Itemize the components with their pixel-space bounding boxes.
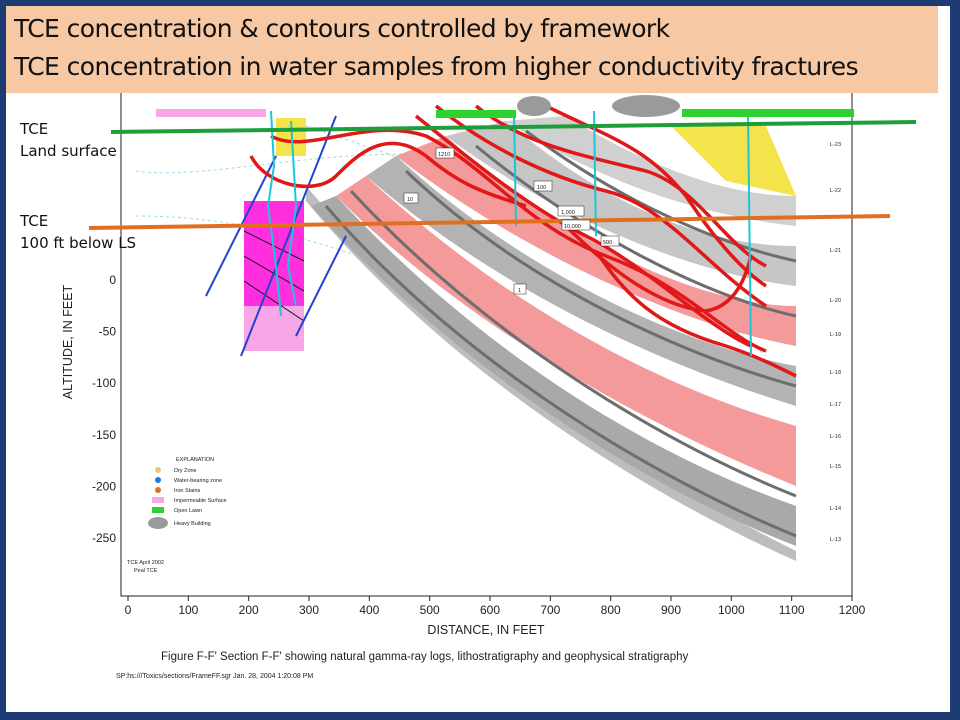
x-tick-label: 200 xyxy=(239,603,259,617)
y-tick-label: -250 xyxy=(92,531,116,545)
x-tick-label: 0 xyxy=(125,603,132,617)
x-tick-label: 100 xyxy=(178,603,198,617)
slide: 10 100 1,000 10,000 1210 500 xyxy=(6,6,950,712)
y-tick-label: -100 xyxy=(92,376,116,390)
figure-caption: Figure F-F' Section F-F' showing natural… xyxy=(161,651,688,663)
layer-label: L-19 xyxy=(830,332,841,338)
cross-section-figure: 10 100 1,000 10,000 1210 500 xyxy=(61,87,917,680)
x-axis-ticks: 0 100 200 300 400 500 600 700 800 900 1000 1100 1200 xyxy=(125,596,866,617)
contour-labels: 10 100 1,000 10,000 1210 500 xyxy=(403,147,620,295)
svg-text:500: 500 xyxy=(603,240,612,246)
svg-text:Heavy Building: Heavy Building xyxy=(174,521,211,527)
title-band: TCE concentration & contours controlled … xyxy=(6,6,938,93)
svg-text:EXPLANATION: EXPLANATION xyxy=(176,457,214,463)
svg-text:TCE April 2002: TCE April 2002 xyxy=(127,560,164,566)
x-tick-label: 900 xyxy=(661,603,681,617)
layer-label: L-23 xyxy=(830,142,841,148)
file-path-line: SP:hs:///Toxics/sections/FrameFF.sgr Jan… xyxy=(116,673,313,680)
x-tick-label: 500 xyxy=(420,603,440,617)
layer-label: L-13 xyxy=(830,537,841,543)
layer-label: L-18 xyxy=(830,370,841,376)
x-tick-label: 1000 xyxy=(718,603,745,617)
x-tick-label: 400 xyxy=(359,603,379,617)
land-surface-line xyxy=(110,120,917,134)
layer-labels: L-23 L-22 L-21 L-20 L-19 L-18 L-17 L-16 L-15 L-14… xyxy=(830,142,841,543)
svg-text:Open Lawn: Open Lawn xyxy=(174,508,202,514)
x-tick-label: 700 xyxy=(540,603,560,617)
x-axis-title: DISTANCE, IN FEET xyxy=(427,623,545,637)
svg-text:100: 100 xyxy=(537,185,546,191)
below-ls-label-line-1: TCE xyxy=(20,212,49,230)
y-tick-label: -200 xyxy=(92,479,116,493)
layer-label: L-14 xyxy=(830,506,841,512)
svg-text:1210: 1210 xyxy=(438,152,450,158)
x-tick-label: 1100 xyxy=(779,603,805,617)
layer-label: L-16 xyxy=(830,434,841,440)
svg-text:Peal TCE: Peal TCE xyxy=(134,568,158,574)
svg-text:Impermeable Surface: Impermeable Surface xyxy=(174,498,227,504)
svg-text:Dry Zone: Dry Zone xyxy=(174,468,197,474)
layer-label: L-22 xyxy=(830,188,841,194)
svg-text:Water-bearing zone: Water-bearing zone xyxy=(174,478,222,484)
layer-label: L-15 xyxy=(830,464,841,470)
svg-text:Iron Stains: Iron Stains xyxy=(174,488,201,494)
x-tick-label: 800 xyxy=(601,603,621,617)
y-axis-title: ALTITUDE, IN FEET xyxy=(61,284,75,399)
svg-text:1,000: 1,000 xyxy=(561,210,575,216)
tce-contours xyxy=(249,104,797,378)
below-ls-line xyxy=(88,214,891,230)
x-tick-label: 300 xyxy=(299,603,319,617)
layer-label: L-20 xyxy=(830,298,841,304)
svg-text:10: 10 xyxy=(407,197,413,203)
y-tick-label: -150 xyxy=(92,428,116,442)
land-surface-label: TCE Land surface xyxy=(20,118,117,162)
layer-label: L-21 xyxy=(830,248,841,254)
below-ls-label-line-2: 100 ft below LS xyxy=(20,234,137,252)
surface-features xyxy=(156,95,854,118)
land-surface-label-line-1: TCE xyxy=(20,120,49,138)
land-surface-label-line-2: Land surface xyxy=(20,142,117,160)
explanation-legend: EXPLANATION Dry Zone Water-bearing zone … xyxy=(127,457,227,574)
svg-text:10,000: 10,000 xyxy=(564,224,581,230)
below-ls-label: TCE 100 ft below LS xyxy=(20,210,136,254)
slide-title-line-1: TCE concentration & contours controlled … xyxy=(14,14,670,43)
svg-text:1: 1 xyxy=(518,288,521,294)
y-tick-label: -50 xyxy=(99,325,117,339)
y-tick-label: 0 xyxy=(109,273,116,287)
layer-label: L-17 xyxy=(830,402,841,408)
slide-title-line-2: TCE concentration in water samples from … xyxy=(14,52,859,81)
y-axis-ticks: 0 -50 -100 -150 -200 -250 xyxy=(92,273,116,545)
x-tick-label: 1200 xyxy=(839,603,866,617)
x-tick-label: 600 xyxy=(480,603,500,617)
well-logs xyxy=(266,110,752,357)
strata-lines xyxy=(324,129,797,538)
